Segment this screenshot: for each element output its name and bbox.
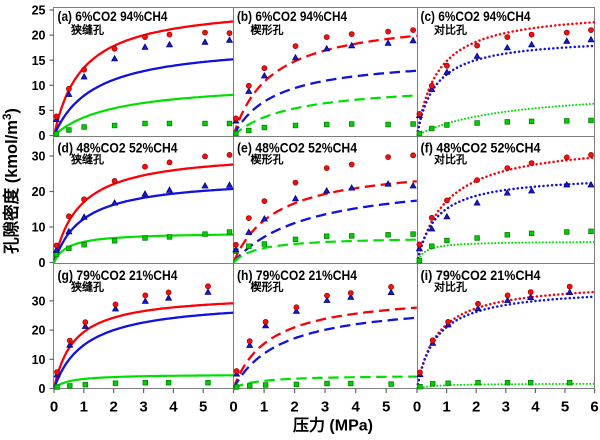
svg-text:(h) 79%CO2 21%CH4: (h) 79%CO2 21%CH4 xyxy=(237,267,357,283)
svg-text:1: 1 xyxy=(80,399,88,416)
svg-text:狭缝孔: 狭缝孔 xyxy=(70,152,104,166)
svg-text:(a) 6%CO2 94%CH4: (a) 6%CO2 94%CH4 xyxy=(58,8,168,24)
svg-text:楔形孔: 楔形孔 xyxy=(251,280,284,294)
svg-text:压力 (MPa): 压力 (MPa) xyxy=(293,416,373,435)
svg-text:1: 1 xyxy=(442,399,450,416)
svg-text:0: 0 xyxy=(39,382,46,396)
svg-text:20: 20 xyxy=(32,29,46,43)
svg-text:20: 20 xyxy=(32,324,46,338)
svg-text:20: 20 xyxy=(32,185,46,199)
svg-text:10: 10 xyxy=(32,353,46,367)
svg-text:2: 2 xyxy=(472,399,480,416)
svg-text:对比孔: 对比孔 xyxy=(434,23,467,37)
svg-text:(g) 79%CO2 21%CH4: (g) 79%CO2 21%CH4 xyxy=(58,267,178,283)
svg-text:(b) 6%CO2 94%CH4: (b) 6%CO2 94%CH4 xyxy=(237,8,347,24)
svg-text:0: 0 xyxy=(39,129,46,143)
svg-text:(f) 48%CO2 52%CH4: (f) 48%CO2 52%CH4 xyxy=(421,139,541,155)
svg-text:4: 4 xyxy=(169,399,178,416)
svg-text:0: 0 xyxy=(39,256,46,270)
svg-text:(c) 6%CO2 94%CH4: (c) 6%CO2 94%CH4 xyxy=(421,8,531,24)
svg-text:2: 2 xyxy=(290,399,298,416)
svg-text:楔形孔: 楔形孔 xyxy=(251,23,284,37)
svg-text:25: 25 xyxy=(32,4,46,18)
svg-text:0: 0 xyxy=(50,399,58,416)
svg-text:0: 0 xyxy=(413,399,421,416)
svg-text:30: 30 xyxy=(32,150,46,164)
svg-text:4: 4 xyxy=(352,399,361,416)
svg-text:6: 6 xyxy=(590,399,598,416)
svg-text:1: 1 xyxy=(260,399,268,416)
svg-text:3: 3 xyxy=(139,399,147,416)
svg-text:(d) 48%CO2 52%CH4: (d) 48%CO2 52%CH4 xyxy=(58,139,178,155)
svg-text:3: 3 xyxy=(502,399,510,416)
svg-text:5: 5 xyxy=(199,399,207,416)
svg-text:对比孔: 对比孔 xyxy=(434,280,467,294)
svg-text:孔隙密度 (kmol/m3): 孔隙密度 (kmol/m3) xyxy=(1,108,21,254)
svg-text:10: 10 xyxy=(32,79,46,93)
svg-text:狭缝孔: 狭缝孔 xyxy=(70,280,104,294)
svg-text:30: 30 xyxy=(32,295,46,309)
svg-text:(e) 48%CO2 52%CH4: (e) 48%CO2 52%CH4 xyxy=(237,139,357,155)
svg-text:15: 15 xyxy=(32,54,46,68)
svg-text:5: 5 xyxy=(39,104,46,118)
svg-text:5: 5 xyxy=(382,399,390,416)
svg-text:对比孔: 对比孔 xyxy=(434,152,467,166)
svg-text:4: 4 xyxy=(531,399,540,416)
svg-text:5: 5 xyxy=(561,399,569,416)
svg-text:10: 10 xyxy=(32,221,46,235)
svg-text:2: 2 xyxy=(110,399,118,416)
svg-text:狭缝孔: 狭缝孔 xyxy=(70,23,104,37)
svg-text:3: 3 xyxy=(321,399,329,416)
svg-text:0: 0 xyxy=(229,399,237,416)
svg-text:(i) 79%CO2 21%CH4: (i) 79%CO2 21%CH4 xyxy=(421,267,541,283)
svg-text:楔形孔: 楔形孔 xyxy=(251,152,284,166)
